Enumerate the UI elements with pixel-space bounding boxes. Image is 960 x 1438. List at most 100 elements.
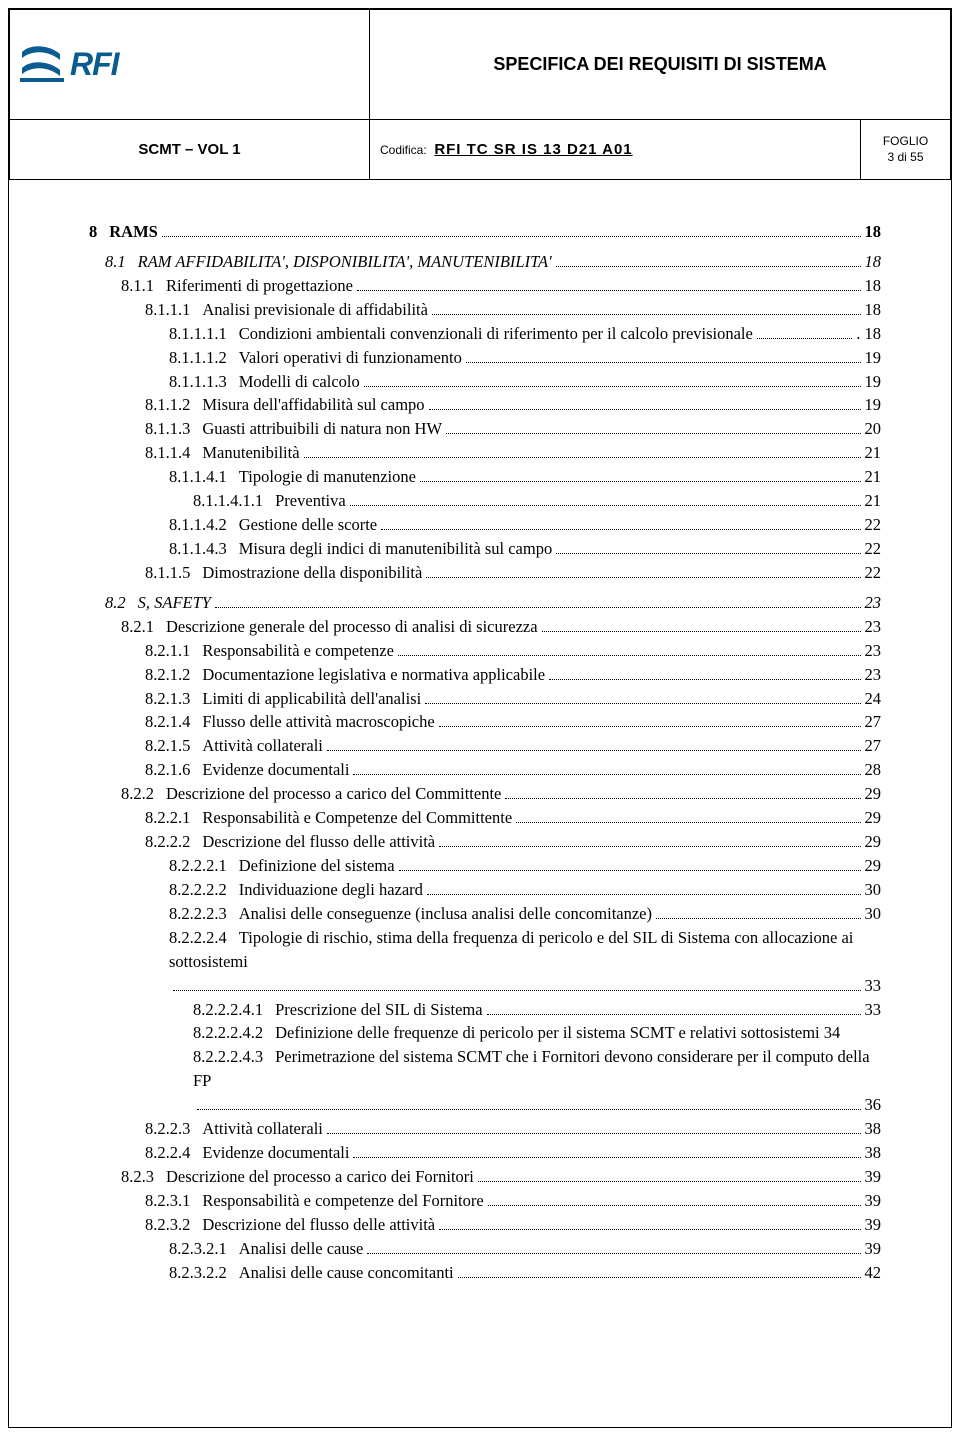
logo: RFI	[20, 46, 359, 84]
toc-num: 8.2.1.5	[145, 734, 190, 758]
toc-num: 8.2.3.2.1	[169, 1237, 227, 1261]
toc-num: 8.2.3.2	[145, 1213, 190, 1237]
toc-page: 23	[865, 663, 882, 687]
toc-num: 8.2.1.1	[145, 639, 190, 663]
toc-num: 8.2.1.3	[145, 687, 190, 711]
toc-row: 8.2.2.2.1Definizione del sistema 29	[169, 854, 881, 878]
toc-leader	[173, 978, 861, 990]
toc-page: 19	[865, 393, 882, 417]
toc-row: 8.2.2.1Responsabilità e Competenze del C…	[145, 806, 881, 830]
toc-num: 8.2.2.1	[145, 806, 190, 830]
toc-page: 39	[865, 1189, 882, 1213]
toc-row: 8.2.1.6Evidenze documentali 28	[145, 758, 881, 782]
toc-num: 8.2.1	[121, 615, 154, 639]
codifica-cell: Codifica: RFI TC SR IS 13 D21 A01	[370, 120, 861, 180]
toc-row: 8.2.1.5Attività collaterali 27	[145, 734, 881, 758]
toc-leader	[327, 1122, 861, 1134]
toc-num: 8.1.1.4.2	[169, 513, 227, 537]
toc-leader	[429, 398, 861, 410]
toc-page: 24	[865, 687, 882, 711]
toc-leader	[488, 1194, 861, 1206]
toc-leader-line: 33	[169, 974, 881, 998]
toc-row: 8.2.2.2.2Individuazione degli hazard 30	[169, 878, 881, 902]
toc-row: 8.2.2Descrizione del processo a carico d…	[121, 782, 881, 806]
toc-leader-line: 36	[193, 1093, 881, 1117]
toc-row: 8RAMS 18	[89, 220, 881, 244]
toc-title: Misura degli indici di manutenibilità su…	[239, 537, 552, 561]
toc-title: S, SAFETY	[138, 591, 211, 615]
toc-leader	[487, 1002, 861, 1014]
toc-num: 8.2.2.2	[145, 830, 190, 854]
toc-row: 8.2.1.3Limiti di applicabilità dell'anal…	[145, 687, 881, 711]
doc-title: SPECIFICA DEI REQUISITI DI SISTEMA	[370, 10, 951, 120]
toc-page: 29	[865, 782, 882, 806]
toc-page: 18	[865, 250, 882, 274]
toc-num: 8.2.1.4	[145, 710, 190, 734]
logo-text: RFI	[70, 46, 119, 83]
toc-page: 29	[865, 830, 882, 854]
toc-title: Modelli di calcolo	[239, 370, 360, 394]
toc-num: 8	[89, 220, 97, 244]
page-frame: RFI SPECIFICA DEI REQUISITI DI SISTEMA S…	[8, 8, 952, 1428]
toc-leader	[426, 566, 860, 578]
toc-row: 8.2.3.2.2Analisi delle cause concomitant…	[169, 1261, 881, 1285]
toc-row: 8.1.1.1.3Modelli di calcolo 19	[169, 370, 881, 394]
toc-title: Dimostrazione della disponibilità	[202, 561, 422, 585]
toc-leader	[162, 225, 861, 237]
toc-row: 8.1.1.4.2Gestione delle scorte 22	[169, 513, 881, 537]
toc-row: 8.2.2.3Attività collaterali 38	[145, 1117, 881, 1141]
toc-leader	[458, 1265, 861, 1277]
toc-num: 8.1.1.5	[145, 561, 190, 585]
toc-leader	[439, 835, 860, 847]
toc-leader	[439, 715, 861, 727]
toc-num: 8.2.2.2.4	[169, 928, 227, 947]
toc-row: 8.2 S, SAFETY 23	[105, 591, 881, 615]
toc-title: Descrizione generale del processo di ana…	[166, 615, 538, 639]
toc-row: 8.1.1.4.1.1Preventiva 21	[193, 489, 881, 513]
toc-num: 8.2.2.2.4.2	[193, 1021, 263, 1045]
toc-leader	[757, 326, 852, 338]
toc-row: 8.2.3.2Descrizione del flusso delle atti…	[145, 1213, 881, 1237]
toc-page: 36	[865, 1093, 882, 1117]
foglio-label: FOGLIO	[871, 134, 940, 150]
toc-title: Analisi delle cause	[239, 1237, 364, 1261]
toc-row: 8.2.2.4Evidenze documentali 38	[145, 1141, 881, 1165]
toc-row: 8.2.3Descrizione del processo a carico d…	[121, 1165, 881, 1189]
toc-num: 8.2.2.2.3	[169, 902, 227, 926]
toc-page: 22	[865, 513, 882, 537]
codifica-label: Codifica:	[380, 143, 427, 157]
toc-title: Individuazione degli hazard	[239, 878, 423, 902]
toc-row: 8.2.2.2.4.1Prescrizione del SIL di Siste…	[193, 998, 881, 1022]
toc-page: 21	[865, 465, 882, 489]
toc-leader	[516, 811, 860, 823]
toc-content: 8RAMS 188.1RAM AFFIDABILITA', DISPONIBIL…	[9, 180, 951, 1315]
toc-row: 8.2.2.2Descrizione del flusso delle atti…	[145, 830, 881, 854]
toc-leader	[367, 1241, 860, 1253]
toc-title: Definizione delle frequenze di pericolo …	[275, 1021, 881, 1045]
toc-leader	[656, 906, 861, 918]
toc-leader	[357, 278, 861, 290]
toc-row: 8.1.1.4.3Misura degli indici di manuteni…	[169, 537, 881, 561]
toc-page: 39	[865, 1213, 882, 1237]
toc-num: 8.2.2	[121, 782, 154, 806]
toc-title: Evidenze documentali	[202, 758, 349, 782]
toc-title: Evidenze documentali	[202, 1141, 349, 1165]
toc-leader	[398, 643, 861, 655]
toc-row: 8.1.1.2Misura dell'affidabilità sul camp…	[145, 393, 881, 417]
toc-row: 8.1.1.4.1Tipologie di manutenzione 21	[169, 465, 881, 489]
header-table: RFI SPECIFICA DEI REQUISITI DI SISTEMA S…	[9, 9, 951, 180]
toc-page: 38	[865, 1117, 882, 1141]
toc-num: 8.1.1.1.3	[169, 370, 227, 394]
toc-page: 23	[865, 591, 882, 615]
toc-leader	[466, 350, 861, 362]
toc-leader	[446, 422, 860, 434]
toc-row: 8.1.1.5 Dimostrazione della disponibilità…	[145, 561, 881, 585]
toc-page: 22	[865, 537, 882, 561]
foglio-value: 3 di 55	[871, 150, 940, 166]
toc-num: 8.2.2.2.1	[169, 854, 227, 878]
toc-leader	[420, 470, 861, 482]
toc-row: 8.2.2.2.3Analisi delle conseguenze (incl…	[169, 902, 881, 926]
toc-num: 8.1.1.1	[145, 298, 190, 322]
toc-title: Valori operativi di funzionamento	[239, 346, 462, 370]
toc-num: 8.2	[105, 591, 126, 615]
